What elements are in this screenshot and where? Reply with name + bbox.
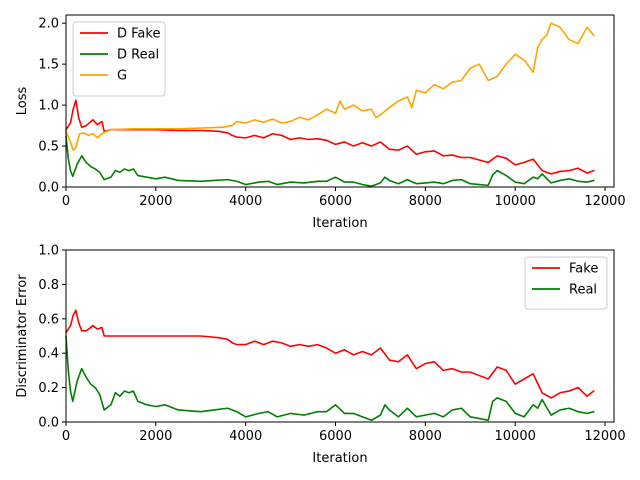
- x-tick-label: 8000: [409, 194, 442, 209]
- y-tick-label: 2.0: [38, 17, 59, 32]
- y-tick-label: 0.0: [38, 416, 59, 431]
- y-tick-label: 1.0: [38, 244, 59, 259]
- x-tick-label: 4000: [229, 429, 262, 444]
- legend: D Fake D Real G: [72, 21, 166, 97]
- x-tick-label: 10000: [495, 429, 536, 444]
- series-line-real: [65, 335, 595, 422]
- y-tick-label: 0.4: [38, 347, 59, 362]
- x-tick-label: 2000: [139, 429, 172, 444]
- x-tick-label: 0: [62, 429, 70, 444]
- legend-entry: Real: [569, 283, 597, 298]
- plot-frame: [65, 249, 615, 423]
- y-axis-label: Loss: [15, 87, 30, 116]
- x-axis-label: Iteration: [312, 216, 367, 231]
- legend-entry: D Fake: [117, 27, 160, 42]
- x-tick-label: 2000: [139, 194, 172, 209]
- y-tick-label: 0.5: [38, 140, 59, 155]
- x-tick-label: 4000: [229, 194, 262, 209]
- y-tick-label: 0.0: [38, 181, 59, 196]
- legend: Fake Real: [524, 256, 608, 310]
- series-line-g: [65, 22, 595, 151]
- y-tick-label: 0.2: [38, 381, 59, 396]
- series-line-d-real: [65, 135, 595, 187]
- series-line-d-fake: [65, 99, 595, 175]
- y-tick-label: 0.8: [38, 278, 59, 293]
- legend-entry: D Real: [117, 48, 159, 63]
- legend-box: [524, 256, 608, 310]
- legend-entry: G: [117, 69, 127, 84]
- chart-1: 0 2000 4000 6000 8000 10000 12000 0.0 0.5 1.0 1.5 2…: [15, 14, 626, 231]
- x-axis-label: Iteration: [312, 451, 367, 466]
- chart-2: 0 2000 4000 6000 8000 10000 12000 0.0 0.2 0.4 0.6 0…: [15, 244, 626, 467]
- y-tick-label: 1.0: [38, 99, 59, 114]
- x-tick-label: 8000: [409, 429, 442, 444]
- legend-entry: Fake: [569, 262, 598, 277]
- x-tick-label: 12000: [584, 194, 625, 209]
- y-axis-label: Discriminator Error: [15, 274, 30, 398]
- y-tick-label: 0.6: [38, 312, 59, 327]
- x-tick-label: 0: [62, 194, 70, 209]
- legend-box: [72, 21, 166, 97]
- y-tick-label: 1.5: [38, 58, 59, 73]
- x-tick-label: 6000: [319, 194, 352, 209]
- x-tick-label: 6000: [319, 429, 352, 444]
- series-line-fake: [65, 309, 595, 399]
- x-tick-label: 12000: [584, 429, 625, 444]
- x-tick-label: 10000: [495, 194, 536, 209]
- plot-frame: [65, 14, 615, 188]
